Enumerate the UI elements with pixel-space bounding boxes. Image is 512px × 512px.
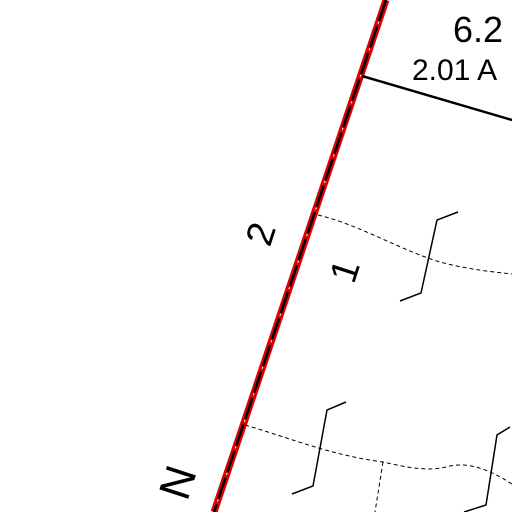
break-symbol: [399, 211, 459, 302]
contour: [244, 424, 512, 485]
boundary-dash: [212, 0, 388, 512]
area-label: 6.2: [453, 9, 503, 50]
contour: [317, 214, 512, 275]
break-symbol: [291, 401, 347, 495]
acres-label: 2.01 A: [412, 54, 497, 87]
break-symbol: [463, 426, 511, 512]
contour: [374, 461, 384, 512]
lot-line: [361, 74, 512, 122]
